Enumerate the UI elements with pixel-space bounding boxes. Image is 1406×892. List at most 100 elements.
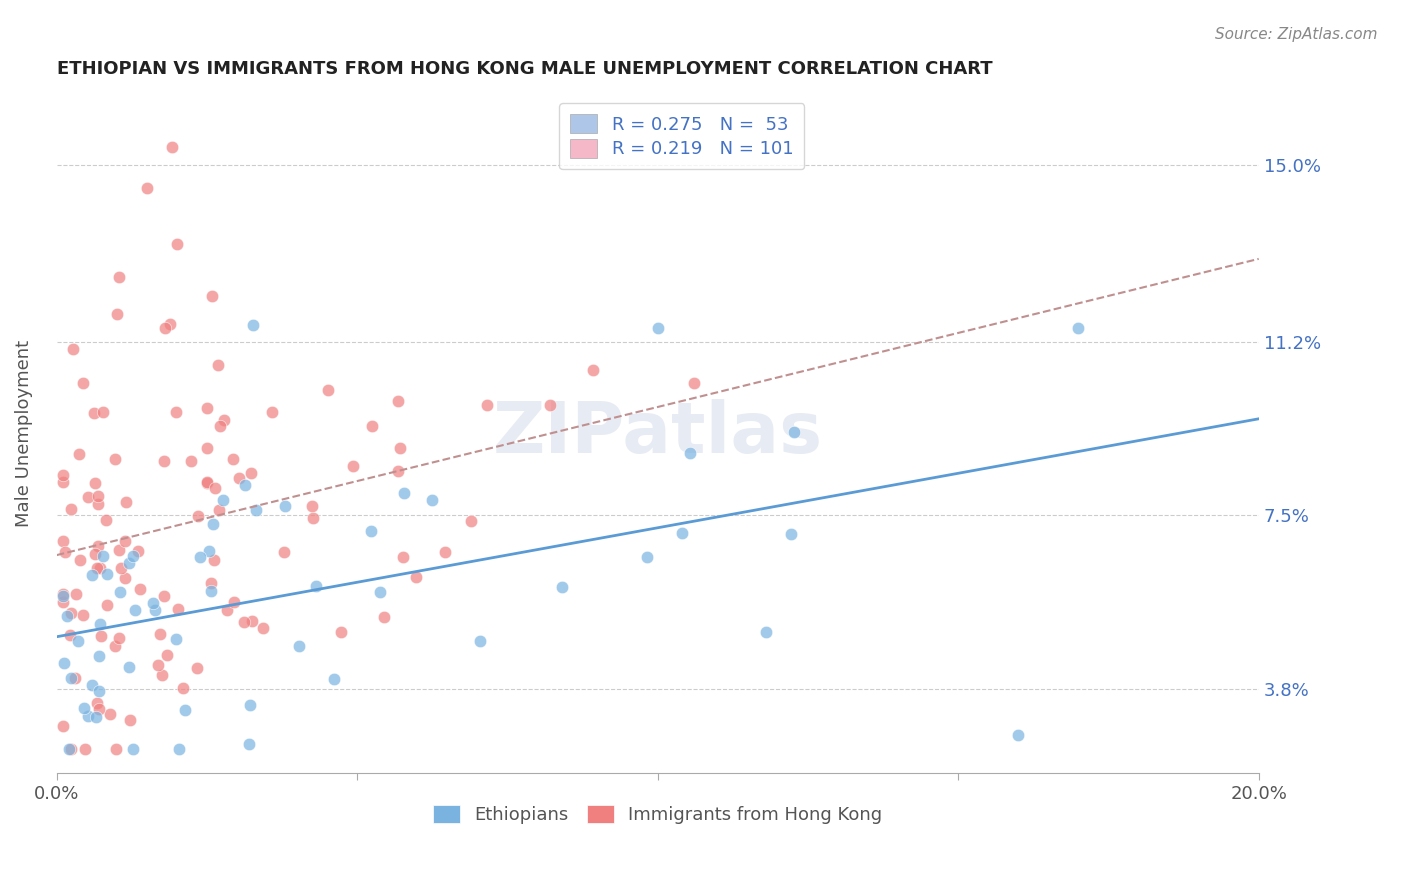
Point (392, 549, 415, 564)
Point (96, 599, 118, 613)
Point (124, 603, 146, 617)
Point (69, 553, 91, 567)
Point (114, 534, 136, 549)
Point (329, 625, 352, 640)
Point (150, 667, 173, 681)
Point (195, 475, 218, 490)
Point (755, 624, 778, 639)
Point (222, 595, 245, 609)
Point (87, 497, 110, 511)
Point (215, 603, 238, 617)
Point (159, 317, 181, 331)
Point (52, 590, 75, 604)
Point (647, 321, 669, 335)
Point (212, 413, 235, 427)
Point (96, 566, 118, 581)
Point (208, 503, 231, 517)
Point (273, 544, 295, 558)
Point (67, 634, 90, 648)
Point (77, 709, 100, 723)
Point (59, 671, 82, 685)
Point (108, 585, 131, 599)
Point (100, 707, 122, 722)
Point (118, 660, 141, 674)
Point (274, 499, 297, 513)
Point (110, 561, 132, 575)
Point (160, 140, 183, 154)
Point (342, 458, 364, 473)
Text: Source: ZipAtlas.com: Source: ZipAtlas.com (1215, 27, 1378, 42)
Point (197, 544, 219, 558)
Point (232, 615, 254, 630)
Point (373, 610, 395, 624)
Point (167, 602, 190, 616)
Point (1007, 728, 1029, 742)
Point (72, 607, 94, 622)
Point (108, 542, 131, 557)
Point (107, 269, 129, 284)
Point (434, 545, 457, 559)
Point (240, 614, 263, 628)
Point (155, 648, 177, 663)
Point (671, 526, 693, 541)
Point (83, 475, 105, 490)
Point (202, 553, 225, 567)
Y-axis label: Male Unemployment: Male Unemployment (15, 340, 32, 527)
Point (1067, 321, 1090, 335)
Point (405, 570, 427, 584)
Point (73, 701, 96, 715)
Point (228, 471, 250, 485)
Point (52, 719, 75, 733)
Point (55, 609, 77, 624)
Point (53, 544, 76, 558)
Point (252, 621, 274, 635)
Point (304, 579, 326, 593)
Point (118, 556, 141, 570)
Point (93, 549, 115, 563)
Point (146, 657, 169, 672)
Point (120, 713, 142, 727)
Point (153, 453, 176, 467)
Point (90, 629, 112, 643)
Point (58, 742, 80, 756)
Point (361, 419, 384, 434)
Point (238, 737, 260, 751)
Point (89, 684, 111, 698)
Point (387, 393, 409, 408)
Point (201, 289, 224, 303)
Point (104, 639, 127, 653)
Point (87, 649, 110, 664)
Point (86, 697, 108, 711)
Point (200, 583, 222, 598)
Point (212, 492, 235, 507)
Point (301, 499, 323, 513)
Point (475, 398, 498, 412)
Point (52, 468, 75, 483)
Point (262, 404, 284, 418)
Point (52, 595, 75, 609)
Point (316, 383, 339, 397)
Point (636, 549, 658, 564)
Point (167, 742, 190, 756)
Point (142, 597, 165, 611)
Point (89, 561, 111, 575)
Point (204, 481, 226, 495)
Point (72, 376, 94, 391)
Point (209, 419, 232, 434)
Point (190, 549, 212, 564)
Point (582, 363, 605, 377)
Point (389, 441, 412, 455)
Point (683, 376, 706, 390)
Point (60, 606, 83, 620)
Point (60, 742, 83, 756)
Point (52, 587, 75, 601)
Point (239, 698, 262, 713)
Point (86, 561, 108, 575)
Point (222, 451, 245, 466)
Point (172, 681, 194, 696)
Text: ETHIOPIAN VS IMMIGRANTS FROM HONG KONG MALE UNEMPLOYMENT CORRELATION CHART: ETHIOPIAN VS IMMIGRANTS FROM HONG KONG M… (56, 60, 993, 78)
Point (242, 318, 264, 333)
Point (166, 237, 188, 252)
Point (245, 502, 267, 516)
Point (82, 567, 104, 582)
